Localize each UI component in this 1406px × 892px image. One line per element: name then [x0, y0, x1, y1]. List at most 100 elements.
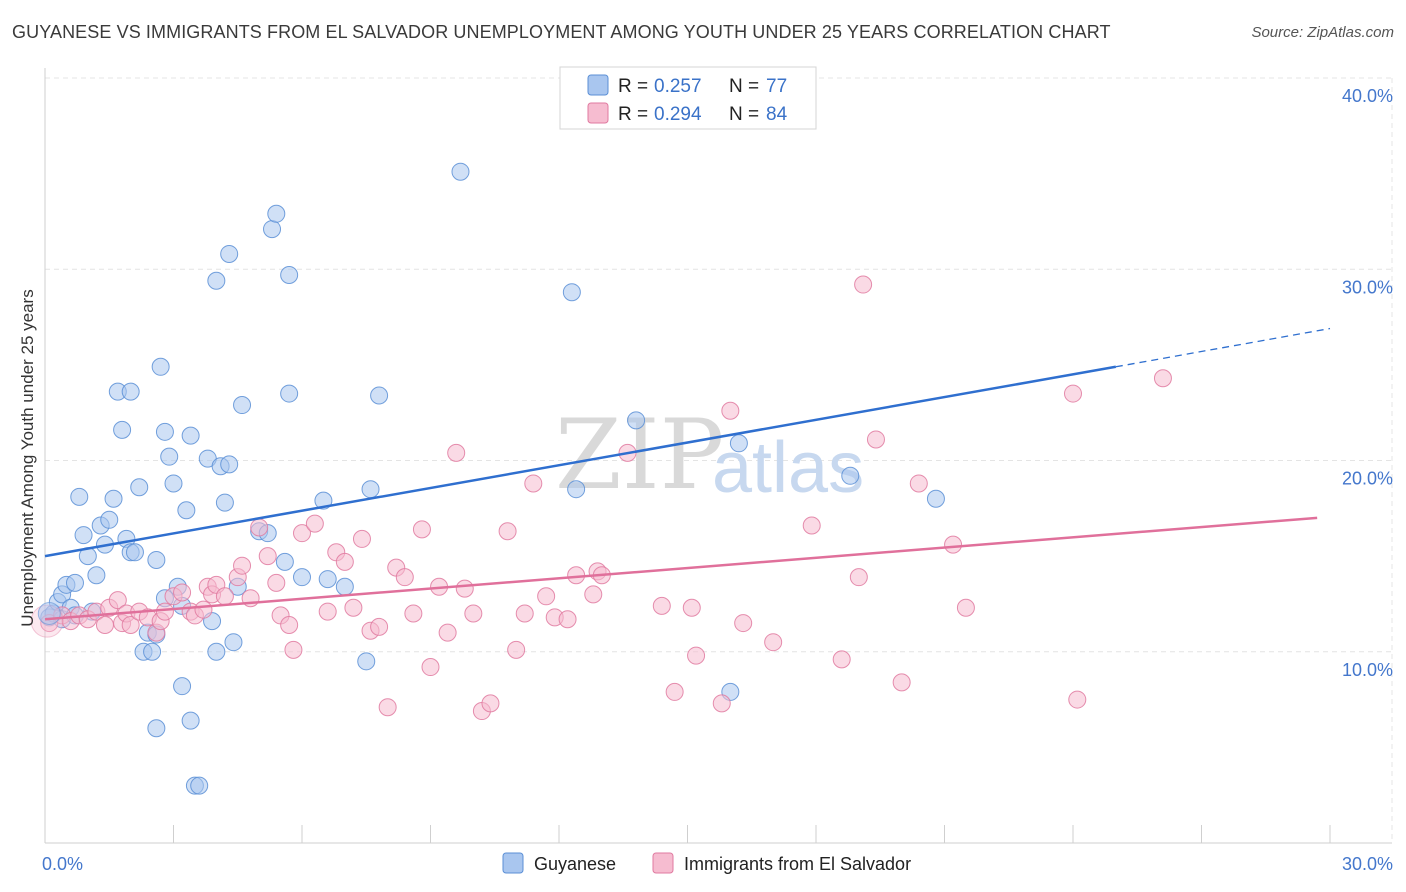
guyanese-trend-extension [1115, 327, 1331, 368]
el-salvador-point [250, 518, 269, 537]
guyanese-point [74, 526, 93, 545]
el-salvador-point [404, 604, 423, 623]
el-salvador-point [305, 514, 324, 533]
el-salvador-point [866, 430, 885, 449]
el-salvador-point [280, 615, 299, 634]
y-tick-labels: 10.0% 20.0% 30.0% 40.0% [1342, 86, 1393, 680]
el-salvador-point [652, 596, 671, 615]
el-salvador-point [854, 275, 873, 294]
x-tick-labels: 0.0% 30.0% [42, 854, 1393, 874]
el-salvador-point [537, 587, 556, 606]
el-salvador-point [665, 682, 684, 701]
el-salvador-point [233, 556, 252, 575]
el-salvador-point [215, 587, 234, 606]
guyanese-point [130, 478, 149, 497]
guyanese-point [220, 244, 239, 263]
trend-lines [44, 327, 1331, 621]
el-salvador-point [832, 650, 851, 669]
y-tick-label: 20.0% [1342, 469, 1393, 489]
guyanese-point [147, 550, 166, 569]
el-salvador-point [944, 535, 963, 554]
el-salvador-point [421, 658, 440, 677]
el-salvador-point [108, 591, 127, 610]
guyanese-point [100, 510, 119, 529]
guyanese-point [164, 474, 183, 493]
el-salvador-point [892, 673, 911, 692]
y-tick-label: 10.0% [1342, 660, 1393, 680]
el-salvador-point [687, 646, 706, 665]
el-salvador-point [412, 520, 431, 539]
el-salvador-point [721, 401, 740, 420]
el-salvador-point [378, 698, 397, 717]
el-salvador-point [267, 573, 286, 592]
guyanese-point [160, 447, 179, 466]
el-salvador-point [352, 529, 371, 548]
el-salvador-point [764, 633, 783, 652]
legend-n-label: N = [729, 76, 759, 97]
el-salvador-point [558, 610, 577, 629]
guyanese-point [357, 652, 376, 671]
guyanese-point [151, 357, 170, 376]
el-salvador-point [318, 602, 337, 621]
el-salvador-point [464, 604, 483, 623]
el-salvador-point [507, 640, 526, 659]
guyanese-point [361, 480, 380, 499]
guyanese-point [280, 384, 299, 403]
legend-n-label: N = [729, 104, 759, 125]
guyanese-point [181, 426, 200, 445]
guyanese-point [70, 487, 89, 506]
bottom-legend-el-salvador: Immigrants from El Salvador [684, 854, 911, 874]
guyanese-point [215, 493, 234, 512]
el-salvador-point [95, 615, 114, 634]
source-label: Source: ZipAtlas.com [1251, 24, 1394, 41]
el-salvador-point [524, 474, 543, 493]
guyanese-point [729, 434, 748, 453]
guyanese-point [220, 455, 239, 474]
guyanese-point [926, 489, 945, 508]
el-salvador-point [584, 585, 603, 604]
el-salvador-point [284, 640, 303, 659]
el-salvador-point [455, 579, 474, 598]
guyanese-point [567, 480, 586, 499]
bottom-legend-swatch-el-salvador [652, 852, 674, 874]
el-salvador-point [438, 623, 457, 642]
el-salvador-point [344, 598, 363, 617]
legend-n-value: 77 [766, 76, 787, 97]
el-salvador-point [802, 516, 821, 535]
guyanese-point [627, 411, 646, 430]
y-tick-label: 30.0% [1342, 277, 1393, 297]
legend-swatch-guyanese [587, 74, 609, 96]
guyanese-point [181, 711, 200, 730]
x-tick-label: 30.0% [1342, 854, 1393, 874]
el-salvador-point [712, 694, 731, 713]
legend-r-value: 0.257 [654, 76, 702, 97]
legend-r-label: R = [618, 104, 648, 125]
legend-r-value: 0.294 [654, 104, 702, 125]
el-salvador-point [734, 614, 753, 633]
el-salvador-point [849, 568, 868, 587]
top-legend: R = 0.257 N = 77 R = 0.294 N = 84 [559, 66, 817, 130]
guyanese-point [293, 568, 311, 587]
el-salvador-point [498, 522, 517, 541]
el-salvador-point [515, 604, 534, 623]
guyanese-point [451, 162, 470, 181]
guyanese-point [263, 220, 282, 239]
guyanese-point [224, 633, 243, 652]
guyanese-point [65, 573, 84, 592]
el-salvador-point [447, 443, 466, 462]
guyanese-point [335, 577, 354, 596]
guyanese-point [147, 719, 166, 738]
el-salvador-point [909, 474, 928, 493]
el-salvador-point [1068, 690, 1087, 709]
guyanese-point [280, 265, 299, 284]
el-salvador-point [1153, 369, 1172, 388]
el-salvador-point [155, 602, 174, 621]
guyanese-point [207, 642, 226, 661]
y-tick-label: 40.0% [1342, 86, 1393, 106]
el-salvador-point [370, 617, 389, 636]
guyanese-point [318, 570, 337, 589]
el-salvador-trend-line [44, 516, 1318, 621]
el-salvador-point [395, 568, 414, 587]
guyanese-point [173, 677, 192, 696]
el-salvador-point [335, 552, 354, 571]
